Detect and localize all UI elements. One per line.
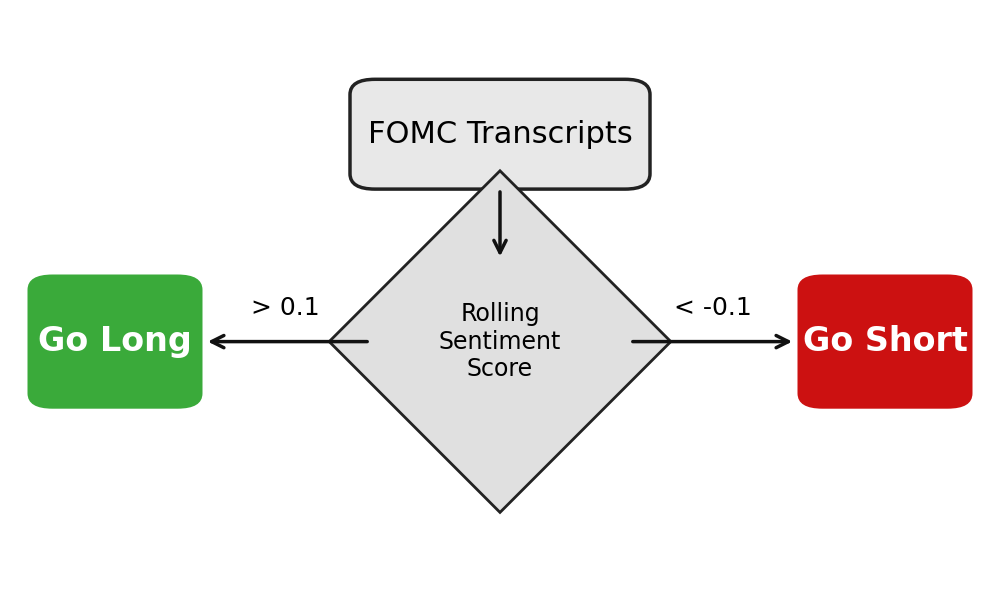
Polygon shape [329,171,671,512]
Text: Go Long: Go Long [38,325,192,358]
Text: FOMC Transcripts: FOMC Transcripts [368,120,632,149]
FancyBboxPatch shape [28,274,202,409]
Text: < -0.1: < -0.1 [674,296,752,320]
Text: Go Short: Go Short [803,325,967,358]
Text: > 0.1: > 0.1 [251,296,319,320]
Text: Rolling
Sentiment
Score: Rolling Sentiment Score [439,302,561,381]
FancyBboxPatch shape [798,274,972,409]
FancyBboxPatch shape [350,79,650,189]
